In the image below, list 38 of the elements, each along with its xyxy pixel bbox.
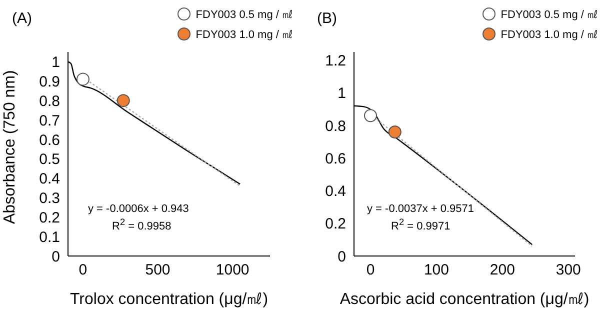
y-tick-label: 0.4 — [39, 170, 60, 188]
y-tick-label: 1 — [338, 85, 346, 102]
y-tick-label: 0.9 — [39, 73, 60, 90]
y-tick-label: 1.2 — [325, 52, 346, 70]
y-tick-label: 0.3 — [39, 190, 60, 208]
x-tick-label: 1000 — [216, 262, 250, 279]
annotation: R$^{2}$ = 0.9958 — [112, 217, 172, 233]
y-tick-label: 1 — [52, 54, 60, 72]
x-tick-label: 500 — [145, 262, 170, 279]
x-tick-label: 0 — [78, 262, 88, 279]
y-tick-label: 0.5 — [39, 151, 60, 168]
x-tick-label: 300 — [556, 262, 581, 279]
chart-title: (A) — [12, 10, 32, 27]
y-tick-label: 0.6 — [39, 132, 60, 149]
y-tick-label: 0.4 — [325, 183, 346, 200]
x-tick-label: 0 — [366, 262, 375, 279]
y-tick-label: 0 — [338, 248, 346, 266]
x-axis-title: Trolox concentration (μg/㎖) — [70, 291, 268, 308]
annotation: R$^{2}$ = 0.9971 — [391, 217, 450, 233]
legend-label: FDY003 1.0 mg / ㎖ — [196, 28, 293, 42]
legend-label: FDY003 0.5 mg / ㎖ — [196, 8, 293, 22]
chart-title: (B) — [317, 10, 337, 27]
legend-label: FDY003 0.5 mg / ㎖ — [500, 8, 598, 22]
annotation: y = -0.0006x + 0.943 — [88, 203, 189, 215]
y-tick-label: 0.2 — [39, 209, 60, 226]
y-tick-label: 0.8 — [39, 92, 60, 110]
annotation: y = -0.0037x + 0.9571 — [367, 203, 474, 215]
y-tick-label: 0.8 — [325, 118, 346, 135]
y-tick-label: 0.2 — [325, 216, 346, 233]
x-tick-label: 200 — [490, 262, 515, 279]
x-tick-label: 100 — [424, 262, 449, 279]
legend-label: FDY003 1.0 mg / ㎖ — [500, 28, 598, 42]
y-tick-label: 0 — [52, 248, 60, 266]
y-tick-label: 0.6 — [325, 150, 346, 168]
x-axis-title: Ascorbic acid concentration (μg/㎖) — [340, 291, 590, 308]
y-axis-title: Absorbance (750 nm) — [2, 70, 19, 224]
y-tick-label: 0.7 — [39, 112, 60, 130]
y-tick-label: 0.1 — [39, 228, 60, 246]
